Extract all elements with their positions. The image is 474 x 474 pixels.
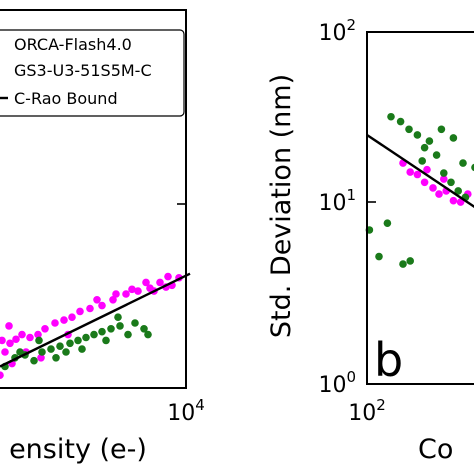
gs3-data-point [131,319,139,327]
gs3-data-point [98,327,106,336]
gs3-data-point [432,151,441,159]
legend-frame [0,29,185,117]
orca-data-point [1,348,9,356]
gs3-data-point [454,187,463,195]
orca-data-point [26,333,34,342]
orca-data-point [429,184,437,192]
panel-b-x-axis-label: Co [418,434,453,465]
legend-gs3-label: GS3-U3-51S5M-C [14,61,152,80]
panel-b-y-tick-label-100: 102 [318,16,356,46]
gs3-data-point [116,322,124,330]
orca-data-point [134,287,142,295]
gs3-data-point [420,143,429,152]
gs3-data-point [140,325,148,333]
gs3-data-point [459,159,467,167]
gs3-data-point [405,125,413,134]
gs3-data-point [144,330,152,339]
gs3-data-point [82,333,90,342]
gs3-data-point [437,125,446,134]
gs3-data-point [406,257,415,265]
gs3-data-point [47,345,55,353]
orca-data-point [76,307,84,316]
panel-b: 102 101 100 102 Std. Deviation (nm) Co b [266,16,474,465]
gs3-data-point [35,336,43,345]
panel-b-y-axis-label: Std. Deviation (nm) [266,74,297,338]
orca-data-point [142,278,150,287]
orca-data-point [34,330,42,339]
orca-data-point [12,335,20,344]
gs3-data-point [124,330,132,339]
panel-b-x-tick-label: 102 [348,396,386,426]
panel-b-y-tick-label-1: 100 [318,368,356,398]
gs3-data-point [90,330,98,339]
gs3-data-point [425,137,434,145]
panel-a-x-axis-label: ensity (e-) [9,434,147,465]
orca-data-point [413,170,422,179]
orca-data-point [406,168,415,176]
gs3-data-point [449,134,458,142]
orca-data-point [41,325,49,333]
legend-orca-label: ORCA-Flash4.0 [14,35,132,54]
orca-data-point [37,354,45,362]
gs3-data-point [396,117,405,126]
legend-bound-label: C-Rao Bound [14,89,118,108]
gs3-data-point [447,178,455,187]
panel-b-points [365,112,474,268]
orca-data-point [51,319,59,327]
gs3-data-point [471,163,474,172]
gs3-data-point [38,348,46,356]
orca-data-point [128,285,136,294]
gs3-data-point [413,131,422,139]
gs3-data-point [375,252,383,261]
orca-data-point [420,178,429,187]
orca-data-point [0,336,6,345]
gs3-data-point [30,356,38,365]
orca-data-point [440,175,448,183]
orca-data-point [60,316,68,324]
gs3-data-point [62,348,70,356]
orca-data-point [0,371,4,379]
gs3-data-point [56,342,64,351]
gs3-data-point [399,260,407,268]
panel-a-crao-bound-line [0,272,191,368]
gs3-data-point [383,219,392,227]
orca-data-point [6,339,14,348]
gs3-data-point [440,169,448,177]
orca-data-point [112,290,120,298]
orca-data-point [18,330,26,339]
orca-data-point [449,196,458,205]
gs3-data-point [74,336,82,345]
orca-data-point [86,304,94,313]
orca-data-point [423,165,431,174]
panel-b-label: b [374,333,403,387]
panel-a: 104 ensity (e-) ORCA-Flash4.0 GS3-U3-51S… [0,9,205,465]
orca-data-point [93,296,101,304]
orca-data-point [435,190,443,198]
orca-data-point [156,278,164,287]
gs3-data-point [387,112,395,121]
panel-a-points [0,272,183,379]
gs3-data-point [114,313,122,322]
gs3-data-point [16,348,24,356]
gs3-data-point [66,339,74,348]
gs3-data-point [78,345,86,353]
orca-data-point [68,313,76,322]
gs3-data-point [418,157,427,165]
panel-a-plot-frame [0,9,187,389]
panel-b-crao-bound-line [366,133,474,208]
orca-data-point [109,296,117,304]
gs3-data-point [52,354,60,362]
orca-data-point [164,272,172,281]
orca-data-point [5,322,13,330]
orca-data-point [122,290,130,298]
gs3-data-point [102,336,110,345]
panel-b-plot-frame [366,31,474,385]
panel-a-legend: ORCA-Flash4.0 GS3-U3-51S5M-C C-Rao Bound [0,29,185,117]
gs3-data-point [107,325,115,333]
panel-a-x-tick-label: 104 [167,396,205,426]
panel-b-y-tick-label-10: 101 [318,186,356,216]
orca-data-point [98,301,106,310]
